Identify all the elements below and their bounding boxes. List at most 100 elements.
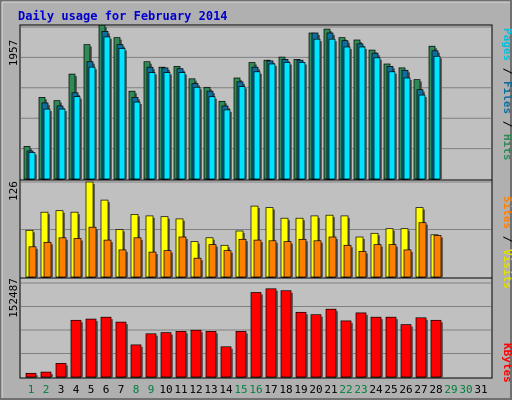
sites-bar xyxy=(253,239,262,278)
sites-bar xyxy=(43,241,52,278)
day-label: 23 xyxy=(354,383,367,396)
sites-bar xyxy=(103,239,112,278)
sites-bar xyxy=(118,249,127,278)
kbytes-bar xyxy=(85,318,97,378)
day-label: 12 xyxy=(189,383,202,396)
kbytes-bar xyxy=(130,344,142,378)
pages-bar xyxy=(88,66,96,180)
day-label: 1 xyxy=(28,383,35,396)
pages-bar xyxy=(58,108,66,180)
top-panel-legend: Pages / Files / Hits xyxy=(501,28,512,161)
pages-bar xyxy=(208,96,216,180)
sites-bar xyxy=(133,237,142,278)
day-label: 30 xyxy=(459,383,472,396)
middle-panel-legend: Sites / Visits xyxy=(501,196,512,289)
x-axis-day-labels: 1 2 3 4 5 6 7 8 9 10 11 12 13 14 15 16 17 18 19 20 21 22 23 24 2… xyxy=(28,383,488,396)
pages-bar xyxy=(403,77,411,180)
sites-bar xyxy=(388,244,397,278)
kbytes-bar xyxy=(385,316,397,378)
sites-bar xyxy=(208,244,217,278)
pages-bar xyxy=(148,72,156,180)
pages-bar xyxy=(373,57,381,180)
kbytes-bar xyxy=(145,333,157,378)
day-label: 19 xyxy=(294,383,307,396)
sites-bar xyxy=(373,244,382,278)
kbytes-bar xyxy=(175,331,187,378)
day-label: 21 xyxy=(324,383,337,396)
pages-bar xyxy=(118,48,126,180)
bar-marks xyxy=(23,24,443,378)
day-label: 9 xyxy=(148,383,155,396)
bottom-panel-legend: KBytes xyxy=(501,343,512,383)
sites-bar xyxy=(328,236,337,278)
pages-bar xyxy=(283,62,291,180)
kbytes-bar xyxy=(250,292,262,378)
sites-bar xyxy=(88,226,97,278)
bottom-max-label: 152487 xyxy=(7,278,20,318)
pages-bar xyxy=(178,72,186,180)
sites-bar xyxy=(268,240,277,278)
day-label: 24 xyxy=(369,383,383,396)
top-max-label: 1957 xyxy=(7,40,20,67)
day-label: 6 xyxy=(103,383,110,396)
day-label: 16 xyxy=(249,383,262,396)
sites-bar xyxy=(73,238,82,278)
day-label: 2 xyxy=(43,383,50,396)
sites-bar xyxy=(403,249,412,278)
kbytes-bar xyxy=(235,331,247,378)
pages-bar xyxy=(313,38,321,180)
kbytes-bar xyxy=(400,324,412,378)
kbytes-bar xyxy=(190,329,202,378)
pages-bar xyxy=(103,36,111,180)
kbytes-bar xyxy=(25,372,37,378)
sites-bar xyxy=(283,241,292,278)
day-label: 20 xyxy=(309,383,322,396)
kbytes-bar xyxy=(115,321,127,378)
day-label: 26 xyxy=(399,383,412,396)
sites-bar xyxy=(238,238,247,278)
sites-bar xyxy=(223,250,232,278)
middle-max-label: 126 xyxy=(7,181,20,201)
sites-bar xyxy=(418,222,427,278)
kbytes-bar xyxy=(415,317,427,378)
kbytes-bar xyxy=(220,346,232,378)
pages-bar xyxy=(268,63,276,180)
day-label: 29 xyxy=(444,383,457,396)
day-label: 3 xyxy=(58,383,65,396)
pages-bar xyxy=(328,38,336,180)
kbytes-bar xyxy=(280,290,292,378)
pages-bar xyxy=(163,72,171,180)
day-label: 7 xyxy=(118,383,125,396)
day-label: 28 xyxy=(429,383,442,396)
day-label: 8 xyxy=(133,383,140,396)
day-label: 13 xyxy=(204,383,217,396)
day-label: 15 xyxy=(234,383,247,396)
kbytes-bar xyxy=(40,371,52,378)
pages-bar xyxy=(298,62,306,180)
sites-bar xyxy=(298,238,307,278)
kbytes-bar xyxy=(55,363,67,378)
kbytes-bar xyxy=(160,332,172,378)
pages-bar xyxy=(238,86,246,180)
sites-bar xyxy=(163,250,172,278)
pages-bar xyxy=(433,55,441,180)
day-label: 27 xyxy=(414,383,427,396)
chart-title: Daily usage for February 2014 xyxy=(18,9,228,23)
day-label: 5 xyxy=(88,383,95,396)
sites-bar xyxy=(433,235,442,278)
kbytes-bar xyxy=(205,331,217,378)
sites-bar xyxy=(358,251,367,278)
kbytes-bar xyxy=(325,308,337,378)
pages-bar xyxy=(43,108,51,180)
pages-bar xyxy=(193,86,201,180)
day-label: 18 xyxy=(279,383,292,396)
sites-bar xyxy=(193,257,202,278)
kbytes-bar xyxy=(295,311,307,378)
pages-bar xyxy=(223,109,231,180)
kbytes-bar xyxy=(310,314,322,378)
kbytes-bar xyxy=(430,319,442,378)
pages-bar xyxy=(253,71,261,180)
day-label: 31 xyxy=(474,383,487,396)
